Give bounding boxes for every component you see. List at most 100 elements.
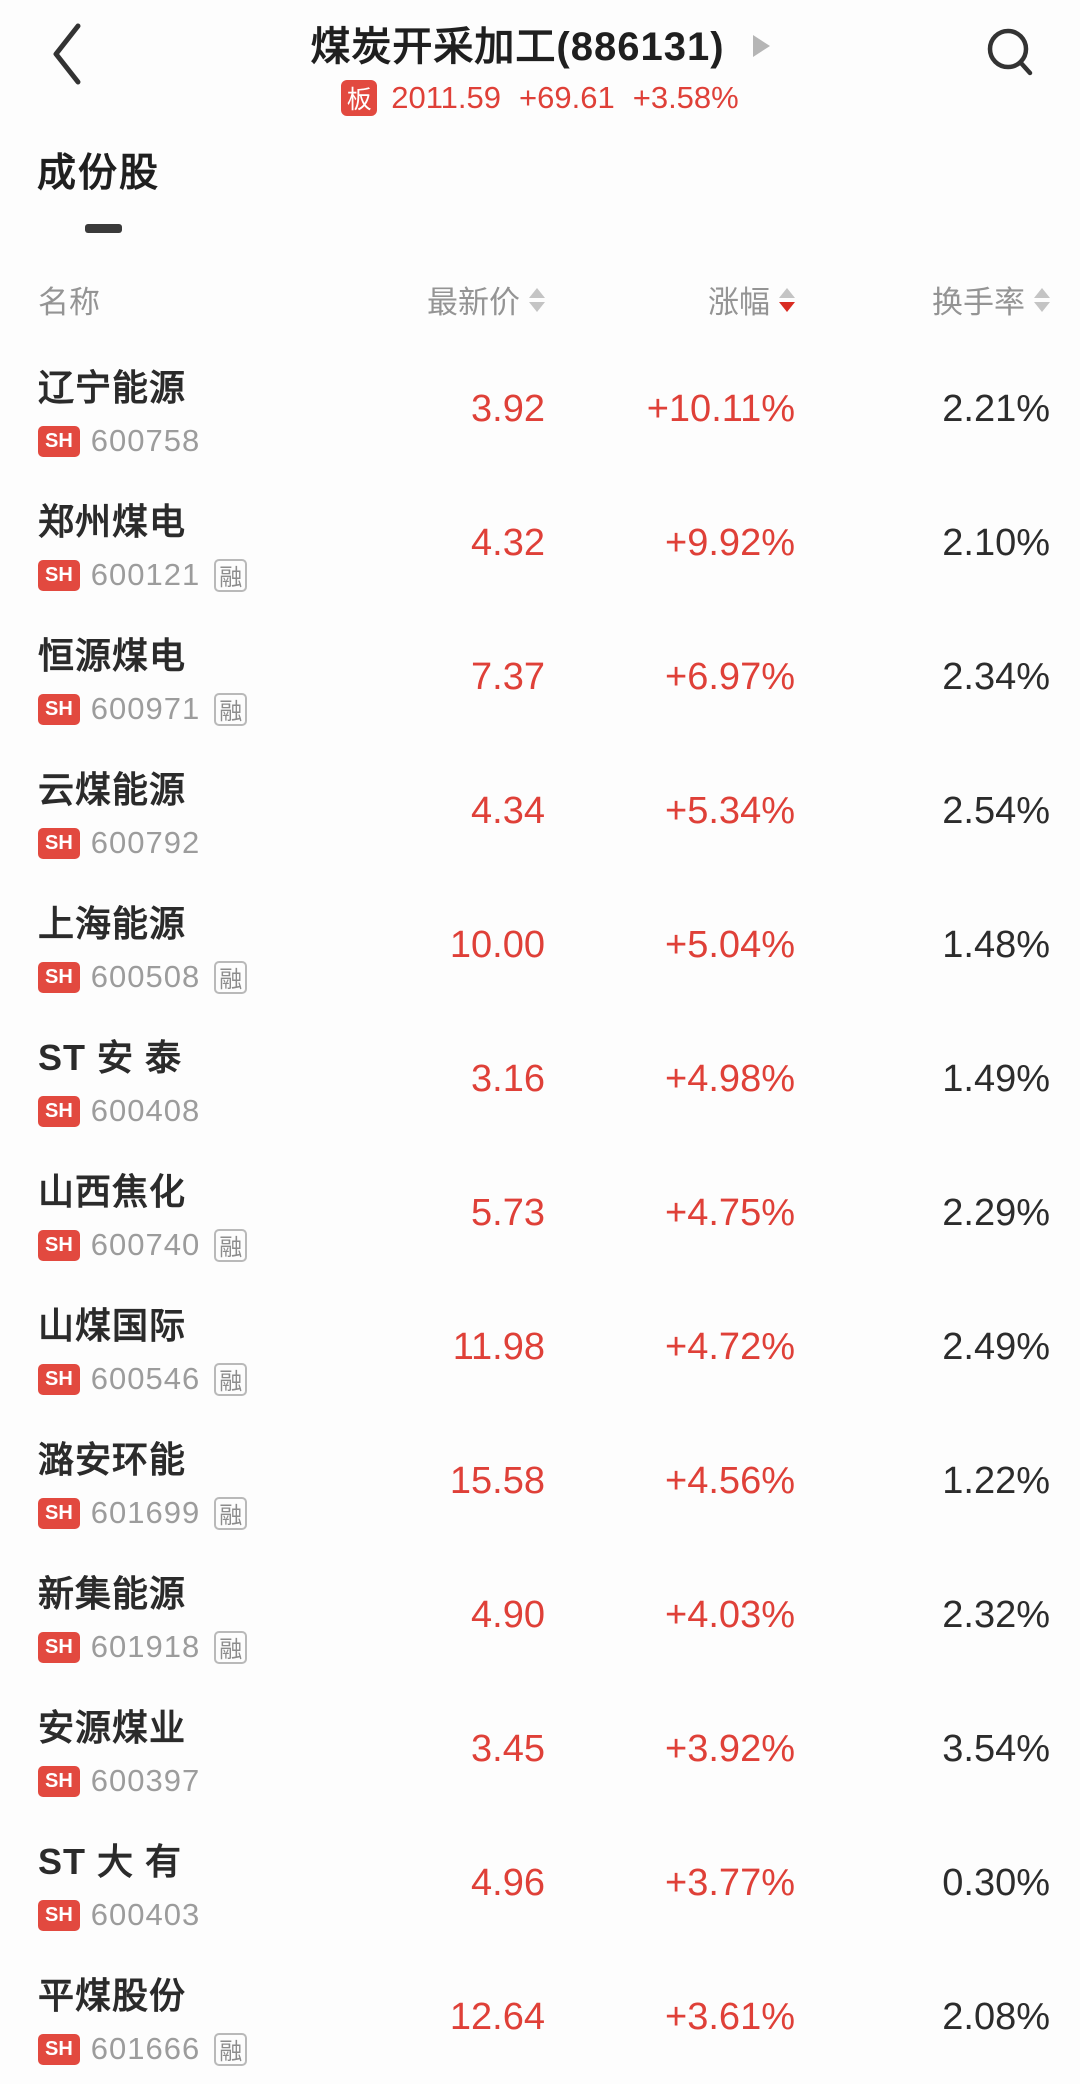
tab-bar: 成份股 bbox=[0, 142, 1080, 233]
column-header-turnover[interactable]: 换手率 bbox=[795, 277, 1050, 322]
market-badge: SH bbox=[38, 2033, 80, 2065]
search-button[interactable] bbox=[984, 22, 1036, 82]
stock-name-cell: 新集能源 SH 601918 融 bbox=[38, 1565, 355, 1665]
turnover-rate: 2.34% bbox=[942, 655, 1050, 698]
stock-row[interactable]: 山西焦化 SH 600740 融 5.73 +4.75% 2.29% bbox=[0, 1146, 1080, 1280]
change-percent: +10.11% bbox=[646, 387, 795, 430]
latest-price: 5.73 bbox=[471, 1191, 545, 1234]
stock-code-line: SH 600758 bbox=[38, 423, 355, 459]
market-badge: SH bbox=[38, 693, 80, 725]
stock-name: 山西焦化 bbox=[38, 1171, 187, 1212]
column-header-price[interactable]: 最新价 bbox=[355, 277, 545, 322]
stock-code: 600397 bbox=[90, 1763, 201, 1798]
index-summary: 板 2011.59 +69.61 +3.58% bbox=[0, 80, 1080, 116]
stock-code: 600408 bbox=[90, 1093, 201, 1128]
chevron-left-icon bbox=[53, 23, 81, 85]
turnover-rate: 3.54% bbox=[942, 1727, 1050, 1770]
market-badge: SH bbox=[38, 1095, 80, 1127]
market-badge: SH bbox=[38, 1363, 80, 1395]
change-percent: +6.97% bbox=[665, 655, 795, 698]
change-percent: +5.04% bbox=[665, 923, 795, 966]
market-badge: SH bbox=[38, 1497, 80, 1529]
change-percent: +3.77% bbox=[665, 1861, 795, 1904]
stock-name-cell: ST 安 泰 SH 600408 bbox=[38, 1029, 355, 1129]
turnover-rate: 2.29% bbox=[942, 1191, 1050, 1234]
stock-name: 郑州煤电 bbox=[38, 501, 187, 542]
margin-trading-badge: 融 bbox=[214, 1228, 248, 1262]
stock-name-cell: 潞安环能 SH 601699 融 bbox=[38, 1431, 355, 1531]
stock-row[interactable]: ST 大 有 SH 600403 4.96 +3.77% 0.30% bbox=[0, 1816, 1080, 1950]
change-percent: +4.56% bbox=[665, 1459, 795, 1502]
stock-name-cell: ST 大 有 SH 600403 bbox=[38, 1833, 355, 1933]
stock-row[interactable]: 安源煤业 SH 600397 3.45 +3.92% 3.54% bbox=[0, 1682, 1080, 1816]
latest-price: 12.64 bbox=[449, 1995, 545, 2038]
stock-row[interactable]: 郑州煤电 SH 600121 融 4.32 +9.92% 2.10% bbox=[0, 476, 1080, 610]
stock-name-cell: 恒源煤电 SH 600971 融 bbox=[38, 627, 355, 727]
change-percent: +4.03% bbox=[665, 1593, 795, 1636]
stock-row[interactable]: 山煤国际 SH 600546 融 11.98 +4.72% 2.49% bbox=[0, 1280, 1080, 1414]
stock-name-cell: 郑州煤电 SH 600121 融 bbox=[38, 493, 355, 593]
stock-name: 安源煤业 bbox=[38, 1707, 187, 1748]
latest-price: 3.92 bbox=[471, 387, 545, 430]
search-icon bbox=[987, 28, 1033, 76]
turnover-rate: 2.32% bbox=[942, 1593, 1050, 1636]
stock-name-cell: 山西焦化 SH 600740 融 bbox=[38, 1163, 355, 1263]
latest-price: 4.32 bbox=[471, 521, 545, 564]
stock-code-line: SH 600397 bbox=[38, 1763, 355, 1799]
column-header-change[interactable]: 涨幅 bbox=[545, 277, 795, 322]
stock-row[interactable]: 潞安环能 SH 601699 融 15.58 +4.56% 1.22% bbox=[0, 1414, 1080, 1548]
market-badge: SH bbox=[38, 559, 80, 591]
index-value: 2011.59 bbox=[391, 80, 502, 115]
stock-code: 601918 bbox=[90, 1629, 201, 1664]
margin-trading-badge: 融 bbox=[214, 960, 248, 994]
latest-price: 4.34 bbox=[471, 789, 545, 832]
latest-price: 10.00 bbox=[449, 923, 545, 966]
stock-row[interactable]: 云煤能源 SH 600792 4.34 +5.34% 2.54% bbox=[0, 744, 1080, 878]
stock-name: 平煤股份 bbox=[38, 1975, 187, 2016]
stock-code-line: SH 600740 融 bbox=[38, 1227, 355, 1263]
index-change-pct: +3.58% bbox=[632, 80, 739, 115]
back-button[interactable] bbox=[44, 20, 88, 88]
change-percent: +4.98% bbox=[665, 1057, 795, 1100]
stock-code-line: SH 601666 融 bbox=[38, 2031, 355, 2067]
stock-name: 新集能源 bbox=[38, 1573, 187, 1614]
stock-code-line: SH 601699 融 bbox=[38, 1495, 355, 1531]
stock-code-line: SH 600403 bbox=[38, 1897, 355, 1933]
tab-constituents[interactable]: 成份股 bbox=[37, 152, 161, 195]
stock-code: 600403 bbox=[90, 1897, 201, 1932]
play-triangle-icon[interactable] bbox=[752, 35, 770, 57]
stock-code-line: SH 600408 bbox=[38, 1093, 355, 1129]
stock-name-cell: 平煤股份 SH 601666 融 bbox=[38, 1967, 355, 2067]
margin-trading-badge: 融 bbox=[214, 1362, 248, 1396]
turnover-rate: 1.22% bbox=[942, 1459, 1050, 1502]
stock-row[interactable]: 平煤股份 SH 601666 融 12.64 +3.61% 2.08% bbox=[0, 1950, 1080, 2084]
stock-name-cell: 上海能源 SH 600508 融 bbox=[38, 895, 355, 995]
market-badge: SH bbox=[38, 1899, 80, 1931]
margin-trading-badge: 融 bbox=[214, 558, 248, 592]
stock-row[interactable]: 新集能源 SH 601918 融 4.90 +4.03% 2.32% bbox=[0, 1548, 1080, 1682]
change-percent: +4.72% bbox=[665, 1325, 795, 1368]
header-title-row: 煤炭开采加工(886131) bbox=[0, 14, 1080, 72]
change-percent: +3.61% bbox=[665, 1995, 795, 2038]
sort-arrows-icon bbox=[529, 287, 545, 312]
latest-price: 3.45 bbox=[471, 1727, 545, 1770]
stock-row[interactable]: 辽宁能源 SH 600758 3.92 +10.11% 2.21% bbox=[0, 342, 1080, 476]
market-badge: SH bbox=[38, 1229, 80, 1261]
change-percent: +3.92% bbox=[665, 1727, 795, 1770]
turnover-rate: 2.49% bbox=[942, 1325, 1050, 1368]
stock-row[interactable]: ST 安 泰 SH 600408 3.16 +4.98% 1.49% bbox=[0, 1012, 1080, 1146]
stock-code: 600792 bbox=[90, 825, 201, 860]
market-badge: SH bbox=[38, 827, 80, 859]
latest-price: 4.90 bbox=[471, 1593, 545, 1636]
stock-list: 辽宁能源 SH 600758 3.92 +10.11% 2.21% 郑州煤电 S… bbox=[0, 342, 1080, 2084]
latest-price: 4.96 bbox=[471, 1861, 545, 1904]
stock-code-line: SH 601918 融 bbox=[38, 1629, 355, 1665]
stock-name: 辽宁能源 bbox=[38, 367, 187, 408]
board-badge: 板 bbox=[341, 80, 378, 116]
stock-code-line: SH 600121 融 bbox=[38, 557, 355, 593]
stock-code: 601699 bbox=[90, 1495, 201, 1530]
stock-name: 山煤国际 bbox=[38, 1305, 187, 1346]
change-percent: +5.34% bbox=[665, 789, 795, 832]
stock-row[interactable]: 上海能源 SH 600508 融 10.00 +5.04% 1.48% bbox=[0, 878, 1080, 1012]
stock-row[interactable]: 恒源煤电 SH 600971 融 7.37 +6.97% 2.34% bbox=[0, 610, 1080, 744]
